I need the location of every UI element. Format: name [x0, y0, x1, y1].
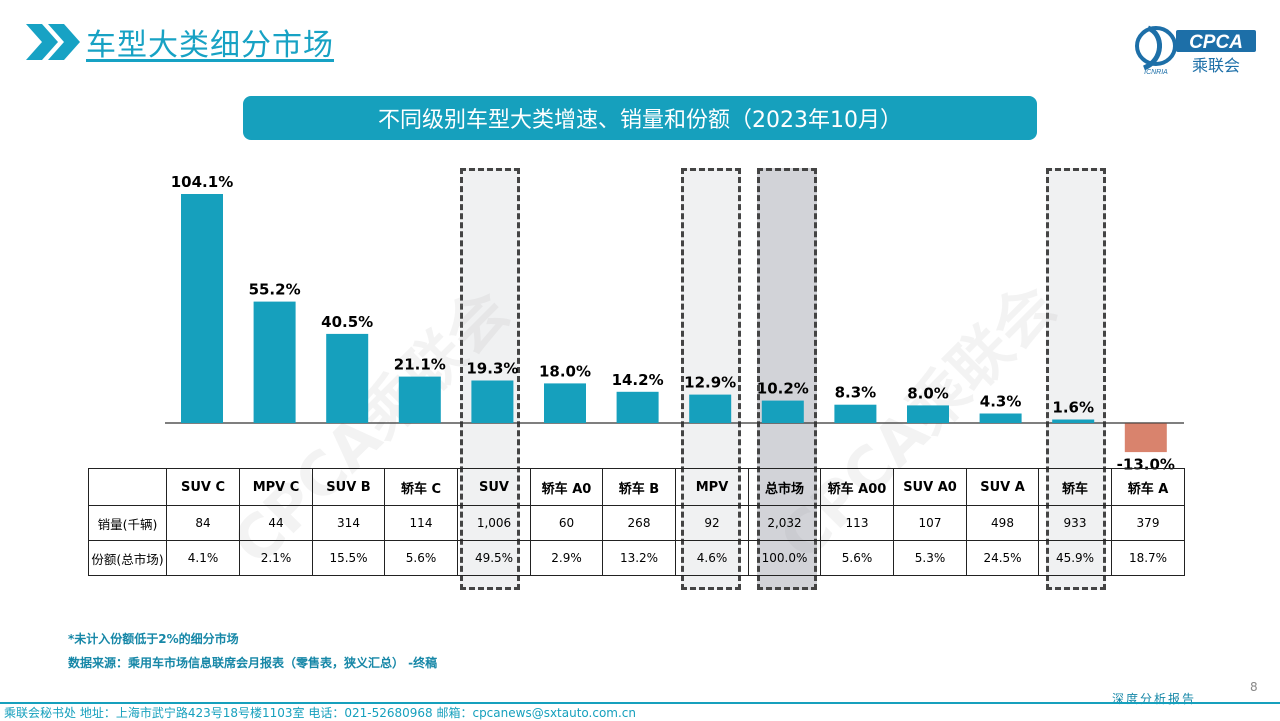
bar-value-label: 8.3% — [835, 384, 877, 402]
bar — [471, 380, 514, 423]
footnotes: *未计入份额低于2%的细分市场 数据来源：乘用车市场信息联席会月报表（零售表，狭… — [68, 627, 437, 675]
table-cell-share: 15.5% — [312, 540, 385, 576]
table-header-cell: SUV C — [166, 468, 240, 506]
table-header-cell: MPV C — [239, 468, 313, 506]
table-cell-sales: 92 — [675, 505, 749, 541]
growth-bar-chart: 104.1% 55.2% 40.5% 21.1% 19.3% 18.0% 14.2% 12.9… — [165, 173, 1184, 470]
bar — [326, 333, 369, 423]
bar — [834, 404, 877, 423]
table-header-row: SUV C MPV C SUV B 轿车 C SUV 轿车 A0 轿车 B MPV 总市场 轿车 … — [88, 468, 1185, 506]
logo-sub: ICNRIA — [1144, 69, 1168, 76]
table-corner-cell — [88, 468, 167, 506]
table-cell-share: 45.9% — [1038, 540, 1112, 576]
bar-value-label: 10.2% — [757, 380, 809, 398]
bar-value-label: 18.0% — [539, 362, 591, 380]
footer-divider — [0, 702, 1280, 704]
table-cell-share: 2.1% — [239, 540, 313, 576]
bar — [398, 376, 441, 423]
cpca-logo: CPCA 乘联会 ICNRIA — [1135, 25, 1256, 76]
segment-data-table: SUV C MPV C SUV B 轿车 C SUV 轿车 A0 轿车 B MPV 总市场 轿车 … — [88, 468, 1185, 576]
logo-brand: CPCA — [1189, 32, 1243, 53]
table-cell-share: 100.0% — [748, 540, 821, 576]
bar — [907, 405, 949, 423]
bar — [1052, 419, 1095, 423]
double-chevron-icon — [26, 24, 80, 60]
bar — [181, 194, 223, 423]
footnote-share-threshold: *未计入份额低于2%的细分市场 — [68, 632, 239, 646]
table-cell-sales: 314 — [312, 505, 385, 541]
row-label-share: 份额(总市场) — [88, 540, 167, 576]
bar-value-label: 1.6% — [1052, 399, 1094, 417]
table-header-cell: 轿车 B — [602, 468, 676, 506]
bar-value-label: 14.2% — [612, 371, 664, 389]
bar-value-label: 8.0% — [907, 384, 949, 402]
logo-brand-cn: 乘联会 — [1192, 56, 1240, 75]
chart-banner-title: 不同级别车型大类增速、销量和份额（2023年10月） — [243, 96, 1037, 140]
footnote-data-source: 数据来源：乘用车市场信息联席会月报表（零售表，狭义汇总） -终稿 — [68, 656, 438, 670]
page-number: 8 — [1250, 680, 1258, 694]
bar — [544, 383, 586, 423]
table-cell-sales: 84 — [166, 505, 240, 541]
table-cell-share: 5.6% — [820, 540, 894, 576]
table-row-sales: 销量(千辆) 84 44 314 114 1,006 60 268 92 2,032 113 107… — [88, 505, 1185, 541]
table-cell-share: 49.5% — [457, 540, 531, 576]
table-cell-sales: 60 — [530, 505, 603, 541]
table-cell-sales: 113 — [820, 505, 894, 541]
table-header-cell: 总市场 — [748, 468, 821, 506]
table-cell-sales: 498 — [966, 505, 1039, 541]
table-header-cell: SUV B — [312, 468, 385, 506]
bar — [616, 391, 659, 423]
page-title: 车型大类细分市场 — [86, 28, 334, 63]
title-area: 车型大类细分市场 — [24, 18, 334, 66]
table-cell-sales: 379 — [1111, 505, 1185, 541]
table-header-cell: SUV — [457, 468, 531, 506]
table-cell-sales: 44 — [239, 505, 313, 541]
bar — [979, 413, 1022, 423]
table-cell-share: 4.1% — [166, 540, 240, 576]
table-cell-share: 5.3% — [893, 540, 967, 576]
bar-value-label: 12.9% — [684, 374, 736, 392]
bar-value-label: 19.3% — [466, 360, 518, 378]
bar — [253, 301, 296, 423]
table-cell-share: 5.6% — [384, 540, 458, 576]
footer-report-label: 深度分析报告 — [1112, 692, 1197, 706]
bar — [689, 394, 732, 423]
table-cell-sales: 114 — [384, 505, 458, 541]
table-row-share: 份额(总市场) 4.1% 2.1% 15.5% 5.6% 49.5% 2.9% 13.2% 4… — [88, 540, 1185, 576]
bar-value-label: 104.1% — [171, 173, 233, 191]
row-label-sales: 销量(千辆) — [88, 505, 167, 541]
bar-value-label: 40.5% — [321, 313, 373, 331]
table-header-cell: MPV — [675, 468, 749, 506]
bar-value-label: 21.1% — [394, 356, 446, 374]
bar-value-label: 55.2% — [249, 281, 301, 299]
table-header-cell: 轿车 A00 — [820, 468, 894, 506]
table-cell-share: 4.6% — [675, 540, 749, 576]
table-header-cell: 轿车 — [1038, 468, 1112, 506]
table-header-cell: 轿车 A0 — [530, 468, 603, 506]
table-cell-share: 18.7% — [1111, 540, 1185, 576]
table-header-cell: 轿车 A — [1111, 468, 1185, 506]
footer-contact: 乘联会秘书处 地址：上海市武宁路423号18号楼1103室 电话：021-526… — [4, 706, 637, 720]
bar — [1124, 423, 1167, 453]
table-cell-sales: 933 — [1038, 505, 1112, 541]
bar — [761, 400, 804, 423]
table-header-cell: SUV A0 — [893, 468, 967, 506]
table-cell-sales: 1,006 — [457, 505, 531, 541]
table-cell-share: 13.2% — [602, 540, 676, 576]
bar-value-label: -13.0% — [1117, 456, 1175, 470]
table-cell-sales: 2,032 — [748, 505, 821, 541]
table-header-cell: 轿车 C — [384, 468, 458, 506]
bar-value-label: 4.3% — [980, 393, 1022, 411]
table-cell-share: 2.9% — [530, 540, 603, 576]
table-cell-sales: 268 — [602, 505, 676, 541]
table-cell-share: 24.5% — [966, 540, 1039, 576]
table-cell-sales: 107 — [893, 505, 967, 541]
table-header-cell: SUV A — [966, 468, 1039, 506]
